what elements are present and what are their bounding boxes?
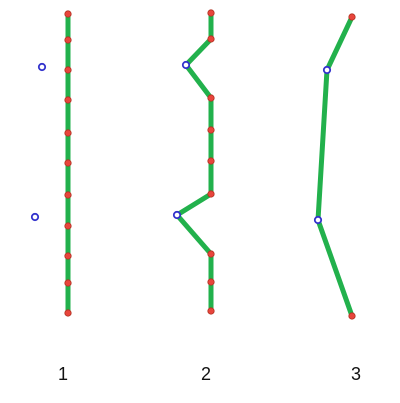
panel-2-control-point-2	[172, 210, 182, 220]
panel-label-1: 1	[57, 364, 68, 384]
panel-2-vertex-2	[207, 35, 215, 43]
panel-1-vertex-1	[64, 10, 72, 18]
panel-2-vertex-8	[207, 278, 215, 286]
panel-3-vertex-2	[348, 312, 356, 320]
panel-2-control-point-1	[181, 60, 191, 70]
panel-2-zigzag-polyline	[172, 9, 215, 315]
panel-1-vertex-5	[64, 129, 72, 137]
panel-1-vertex-6	[64, 159, 72, 167]
panel-1-vertex-4	[64, 96, 72, 104]
panel-3-edge-line	[315, 14, 355, 319]
panel-3-control-point-1	[322, 65, 332, 75]
panel-3-vertex-1	[348, 13, 356, 21]
panel-2-vertex-1	[207, 9, 215, 17]
panel-label-3: 3	[350, 364, 361, 384]
panel-1-straight-polyline	[30, 10, 72, 317]
panel-2-vertex-3	[207, 94, 215, 102]
panel-1-vertex-7	[64, 191, 72, 199]
panel-2-edge-line	[174, 10, 214, 314]
panel-label-2: 2	[200, 364, 211, 384]
panel-2-vertex-9	[207, 307, 215, 315]
panel-1-vertex-11	[64, 309, 72, 317]
panel-1-control-point-1	[37, 62, 47, 72]
panel-2-vertex-5	[207, 157, 215, 165]
panel-1-vertex-2	[64, 36, 72, 44]
panel-1-vertex-8	[64, 222, 72, 230]
panel-1-vertex-3	[64, 66, 72, 74]
panel-2-vertex-4	[207, 126, 215, 134]
panel-2-vertex-6	[207, 190, 215, 198]
panel-3-simplified-polyline	[313, 13, 356, 320]
panel-1-vertex-10	[64, 279, 72, 287]
panel-2-vertex-7	[207, 250, 215, 258]
panel-3-control-point-2	[313, 215, 323, 225]
panel-1-vertex-9	[64, 252, 72, 260]
panel-1-control-point-2	[30, 212, 40, 222]
